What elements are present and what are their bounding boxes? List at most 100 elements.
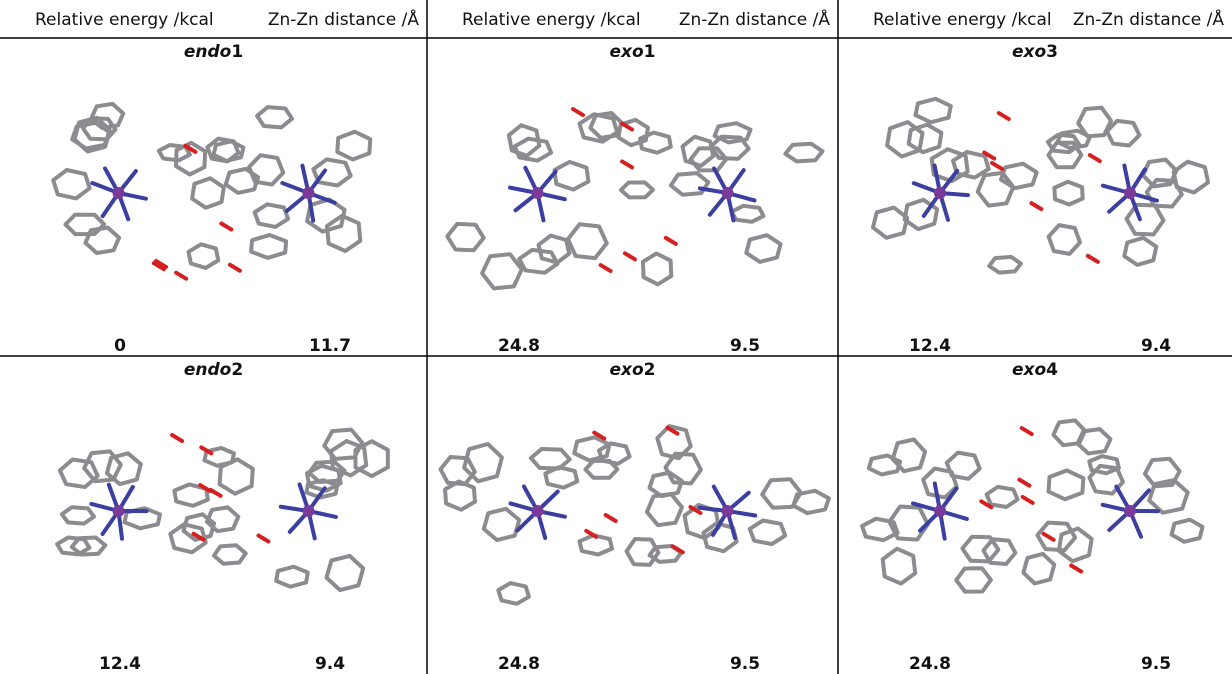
- ring: [597, 441, 632, 466]
- ether-bond: [620, 121, 635, 132]
- ring: [680, 134, 716, 168]
- ether-bond: [982, 150, 997, 161]
- ring: [1122, 235, 1159, 267]
- ring: [987, 254, 1023, 275]
- relative-energy: 24.8: [498, 654, 540, 674]
- distance-header: Zn-Zn distance /Å: [1073, 8, 1225, 30]
- zn-atom: [1124, 505, 1136, 517]
- ring: [1169, 517, 1205, 544]
- zn-distance: 9.5: [730, 654, 760, 674]
- ether-bond: [620, 159, 635, 170]
- relative-energy: 12.4: [99, 654, 141, 674]
- ring: [249, 233, 289, 260]
- ring: [69, 535, 108, 557]
- structure-name: exo4: [1012, 360, 1058, 380]
- ring: [1046, 468, 1086, 502]
- ring: [921, 466, 959, 500]
- ring: [181, 512, 217, 542]
- ring: [311, 157, 353, 188]
- ring: [913, 96, 953, 125]
- ring: [204, 505, 241, 534]
- ring: [353, 439, 390, 479]
- ring: [565, 222, 609, 261]
- ether-bond: [219, 221, 234, 232]
- zn-distance: 9.4: [315, 654, 345, 674]
- ring: [688, 146, 729, 173]
- ring: [663, 451, 703, 486]
- ring: [552, 159, 591, 192]
- ring: [512, 136, 554, 163]
- ether-bond: [1041, 531, 1056, 542]
- ring: [506, 123, 542, 158]
- distance-header: Zn-Zn distance /Å: [268, 8, 420, 30]
- name-number: 3: [1046, 42, 1058, 62]
- ether-bond: [663, 235, 678, 246]
- relative-energy: 12.4: [909, 336, 951, 356]
- ring: [105, 451, 143, 487]
- zn-atom: [934, 187, 946, 199]
- ether-bond: [198, 483, 213, 494]
- ether-bond: [1019, 426, 1034, 437]
- ring: [217, 457, 255, 496]
- ether-bond: [979, 499, 994, 510]
- ring: [190, 176, 226, 210]
- ring: [438, 455, 477, 487]
- ring: [644, 492, 684, 528]
- ring: [760, 477, 803, 510]
- ether-bond: [584, 528, 599, 539]
- ring: [274, 564, 310, 589]
- ring: [1046, 223, 1082, 256]
- ring: [951, 150, 991, 180]
- ring: [59, 505, 96, 526]
- ring: [51, 168, 92, 201]
- ether-bond: [688, 505, 703, 516]
- ring: [981, 537, 1018, 566]
- ring: [701, 521, 739, 554]
- structure-name: exo3: [1012, 42, 1058, 62]
- ring: [443, 479, 477, 512]
- ring: [906, 122, 944, 155]
- ring: [528, 447, 572, 471]
- zn-atom: [531, 505, 544, 517]
- ring: [902, 197, 940, 232]
- structure-name: endo1: [184, 42, 243, 62]
- ether-bond: [170, 433, 185, 444]
- ether-bond: [1069, 563, 1084, 574]
- ring: [480, 252, 524, 291]
- ring: [1051, 418, 1087, 448]
- zn-atom: [531, 187, 544, 199]
- ring: [1104, 118, 1142, 148]
- ring: [305, 463, 343, 493]
- ether-bond: [570, 107, 585, 118]
- ether-bond: [622, 251, 637, 262]
- molecule-structure: [55, 427, 390, 593]
- zn-atom: [112, 505, 125, 517]
- ring: [1087, 463, 1125, 496]
- ring: [638, 130, 673, 155]
- ring: [543, 465, 580, 490]
- ring: [885, 120, 925, 159]
- ether-bond: [199, 445, 214, 456]
- ring: [324, 553, 366, 593]
- ring: [999, 161, 1039, 191]
- ring: [252, 202, 291, 229]
- ether-bond: [1017, 477, 1032, 488]
- ring: [577, 112, 620, 144]
- ether-bond: [1087, 153, 1102, 164]
- ring: [1124, 202, 1166, 237]
- ring: [1052, 179, 1085, 207]
- ether-bond: [598, 263, 613, 274]
- relative-energy: 24.8: [909, 654, 951, 674]
- ring: [572, 435, 612, 463]
- ring: [325, 213, 363, 253]
- molecule-structure: [871, 96, 1211, 275]
- name-number: 1: [644, 42, 656, 62]
- energy-header: Relative energy /kcal: [35, 10, 214, 30]
- ring: [211, 139, 246, 163]
- name-prefix: exo: [609, 360, 643, 380]
- ether-bond: [670, 544, 685, 555]
- ring: [335, 129, 373, 162]
- ring: [944, 450, 982, 481]
